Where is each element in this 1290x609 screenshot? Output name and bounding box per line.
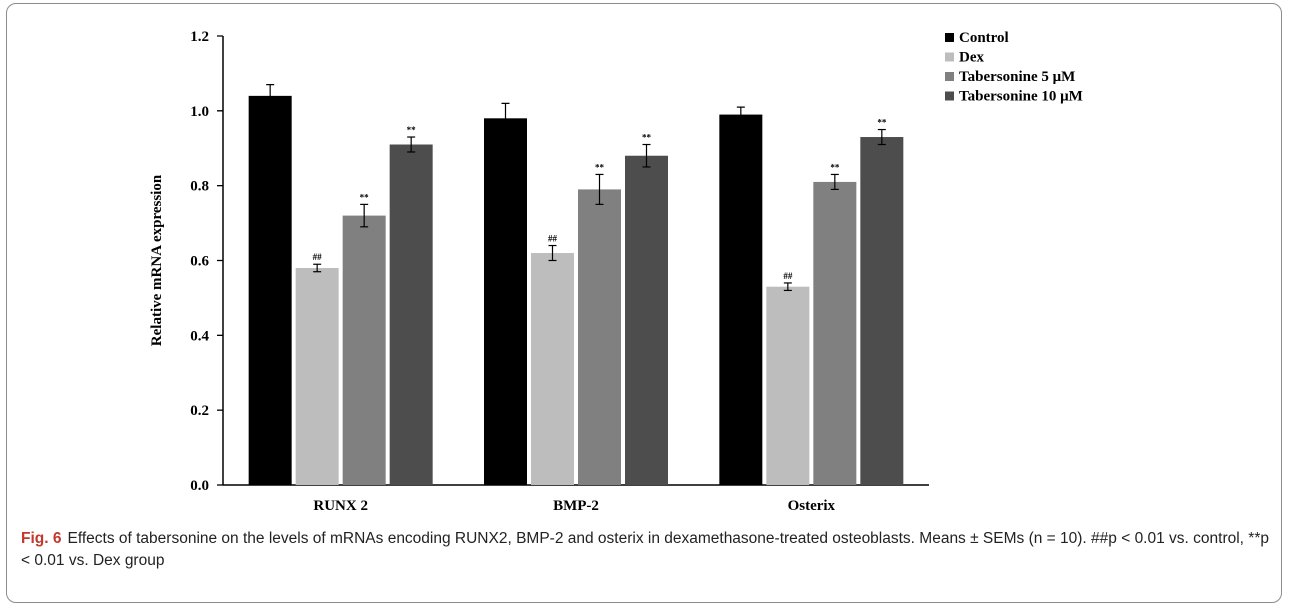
- legend-label: Tabersonine 5 μM: [959, 69, 1075, 85]
- x-tick-label: Osterix: [788, 498, 836, 514]
- figure-frame: 0.0 0.2 0.4 0.6 0.8 1.0 1.2 Relative mRNA expre…: [6, 3, 1282, 603]
- y-tick-label: 0.2: [190, 403, 209, 419]
- y-tick-label: 0.8: [190, 179, 209, 195]
- legend-swatch: [945, 52, 954, 62]
- y-tick-label: 0.0: [190, 478, 209, 494]
- bar: [625, 155, 668, 485]
- bar: [531, 253, 574, 485]
- significance-mark: ##: [313, 252, 323, 262]
- figure-caption: Fig. 6 Effects of tabersonine on the leve…: [21, 528, 1271, 572]
- significance-mark: ##: [783, 271, 793, 281]
- x-tick-label: RUNX 2: [313, 498, 368, 514]
- y-tick-label: 1.0: [190, 104, 209, 120]
- legend-swatch: [945, 72, 954, 81]
- bar: [295, 267, 339, 485]
- significance-mark: ##: [548, 234, 558, 244]
- caption-text: Effects of tabersonine on the levels of …: [21, 530, 1269, 569]
- bar: [766, 286, 810, 485]
- bar: [578, 189, 621, 486]
- y-axis-label: Relative mRNA expression: [149, 174, 165, 346]
- y-tick-label: 0.6: [190, 254, 209, 270]
- x-tick-label: BMP-2: [553, 498, 599, 514]
- significance-mark: **: [877, 118, 887, 128]
- y-tick-label: 0.4: [190, 328, 209, 344]
- legend-label: Tabersonine 10 μM: [959, 89, 1083, 105]
- y-tick-label: 1.2: [190, 29, 209, 45]
- legend-label: Control: [959, 30, 1009, 46]
- significance-mark: **: [360, 192, 370, 202]
- legend-swatch: [945, 33, 954, 42]
- legend-swatch: [945, 91, 954, 101]
- bar: [342, 215, 386, 485]
- bar: [813, 181, 857, 486]
- bar-chart: 0.0 0.2 0.4 0.6 0.8 1.0 1.2 Relative mRNA expre…: [149, 29, 1083, 514]
- bar: [484, 118, 527, 486]
- significance-mark: **: [642, 133, 652, 143]
- bar: [248, 95, 292, 485]
- significance-mark: **: [595, 162, 605, 172]
- figure-label: Fig. 6: [21, 530, 62, 547]
- bar: [389, 144, 433, 485]
- bar: [719, 114, 763, 485]
- legend-label: Dex: [959, 50, 984, 66]
- significance-mark: **: [407, 125, 417, 135]
- significance-mark: **: [830, 162, 840, 172]
- bar: [860, 137, 904, 485]
